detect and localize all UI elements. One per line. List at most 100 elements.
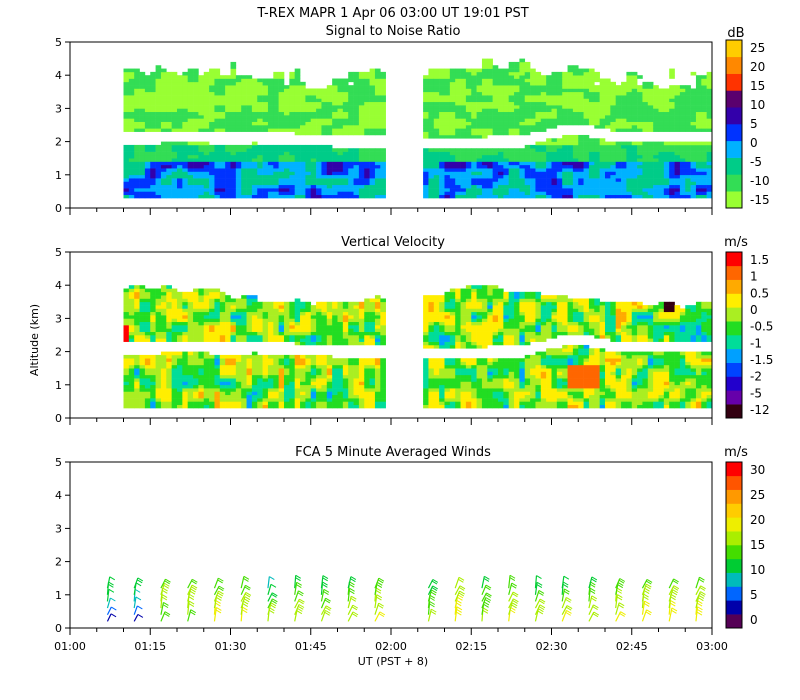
colorbar-label: 25 [750, 488, 765, 502]
wind-barb-staff [187, 609, 192, 622]
wind-barb-staff [481, 597, 487, 609]
snr-x-ticks [69, 208, 713, 215]
wind-barb-feather [672, 589, 678, 594]
wind-barb-staff [320, 597, 327, 609]
wind-barb-staff [320, 605, 327, 616]
wind-barb-staff [160, 602, 165, 615]
wind-barb-feather [110, 613, 117, 618]
colorbar-label: 1.5 [750, 253, 769, 267]
wind-barb-feather [191, 580, 197, 585]
wind-barb-feather [109, 576, 116, 581]
wind-barb-feather [352, 604, 359, 609]
wind-barb-feather [349, 587, 355, 592]
wind-profile [588, 576, 600, 622]
x-tick-label: 02:15 [455, 640, 487, 653]
wind-barb-feather [565, 611, 571, 616]
x-tick-label: 01:30 [215, 640, 247, 653]
wind-barb-feather [511, 582, 517, 587]
wind-barb-feather [218, 587, 224, 592]
wind-barb-staff [534, 598, 541, 609]
wind-barb-feather [482, 609, 489, 614]
wind-barb-feather [376, 581, 383, 586]
colorbar-swatch [726, 279, 742, 294]
wind-barb-staff [508, 598, 514, 609]
wind-profile [481, 575, 492, 622]
wind-barb-feather [295, 574, 301, 579]
wind-barb-feather [325, 597, 331, 602]
colorbar-label: 20 [750, 513, 765, 527]
figure-title: T-REX MAPR 1 Apr 06 03:00 UT 19:01 PST [256, 6, 528, 21]
wind-barb-feather [324, 599, 331, 604]
wind-barb-staff [294, 604, 300, 615]
wind-barb-feather [673, 578, 679, 583]
wind-barb-feather [459, 585, 466, 590]
wind-barb-feather [484, 598, 491, 603]
colorbar-label: -1.5 [750, 353, 773, 367]
wind-profile [668, 578, 680, 622]
colorbar-swatch [726, 293, 742, 308]
wind-barb-feather [591, 576, 598, 581]
velocity-heatmap [123, 285, 712, 409]
wind-barb-feather [216, 596, 222, 601]
wind-barb-staff [695, 595, 700, 609]
wind-barb-feather [483, 578, 490, 582]
x-tick-label: 02:45 [616, 640, 648, 653]
wind-barb-feather [375, 589, 382, 594]
wind-barb-staff [561, 610, 568, 622]
wind-barb-feather [217, 579, 223, 584]
wind-barb-feather [135, 582, 142, 587]
colorbar-swatch [726, 40, 742, 58]
wind-barb-feather [217, 592, 224, 597]
colorbar-swatch [726, 586, 742, 601]
wind-barb-staff [240, 576, 245, 589]
wind-barb-feather [699, 592, 705, 597]
wind-barb-feather [242, 603, 248, 607]
wind-barb-feather [189, 611, 196, 616]
wind-barb-staff [187, 588, 192, 602]
wind-barb-feather [485, 586, 491, 591]
wind-barb-feather [565, 598, 571, 603]
wind-barb-feather [325, 609, 331, 614]
wind-barb-feather [136, 579, 143, 584]
wind-barb-feather [108, 583, 114, 588]
wind-barb-feather [190, 609, 196, 614]
wind-barb-feather [485, 584, 492, 589]
wind-barb-feather [458, 578, 464, 583]
wind-barb-feather [538, 606, 545, 611]
wind-barb-feather [270, 583, 277, 588]
wind-barb-staff [668, 578, 675, 589]
colorbar-swatch [726, 307, 742, 322]
colorbar-swatch [726, 348, 742, 363]
y-tick-label: 5 [55, 456, 62, 469]
wind-barb-feather [564, 588, 570, 593]
wind-barb-feather [271, 593, 277, 598]
colorbar-swatch [726, 321, 742, 336]
x-axis-label: UT (PST + 8) [358, 655, 428, 668]
wind-barb-staff [320, 589, 325, 602]
wind-profile [615, 578, 626, 622]
wind-barb-feather [161, 596, 168, 601]
wind-barb-feather [296, 584, 302, 588]
wind-barb-staff [374, 602, 380, 615]
wind-barb-staff [534, 608, 539, 622]
wind-barb-staff [347, 604, 354, 615]
winds-panel-title: FCA 5 Minute Averaged Winds [295, 445, 491, 460]
wind-barb-feather [271, 600, 277, 604]
wind-barb-staff [213, 590, 220, 602]
wind-barb-feather [218, 585, 225, 590]
wind-barb-feather [646, 580, 652, 585]
wind-barb-feather [670, 600, 676, 604]
wind-barb-feather [322, 581, 328, 586]
wind-barb-feather [671, 607, 678, 612]
wind-barb-feather [485, 597, 491, 601]
colorbar-swatch [726, 73, 742, 91]
wind-barb-feather [566, 605, 573, 609]
wind-barb-feather [108, 581, 114, 586]
wind-barb-staff [133, 577, 139, 589]
colorbar-label: -12 [750, 403, 770, 417]
wind-barb-feather [189, 590, 196, 595]
wind-profile [561, 575, 573, 622]
wind-barb-feather [351, 595, 357, 600]
wind-barb-feather [672, 586, 679, 591]
wind-barb-feather [646, 579, 653, 583]
